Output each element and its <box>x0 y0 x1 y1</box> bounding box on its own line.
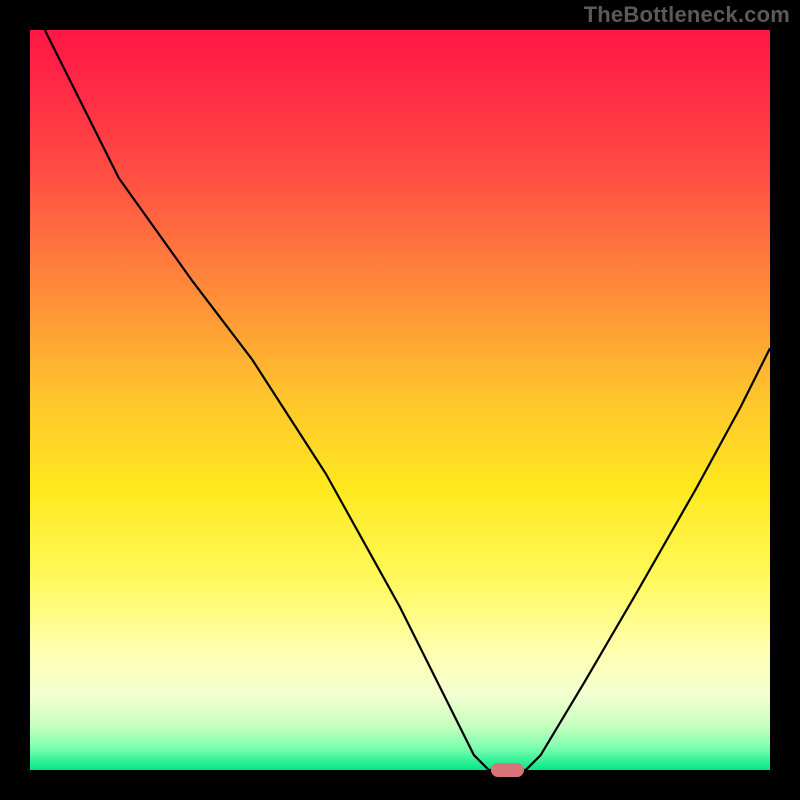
bottleneck-chart <box>30 30 770 770</box>
chart-background <box>30 30 770 770</box>
watermark-text: TheBottleneck.com <box>584 2 790 28</box>
optimum-pill <box>491 763 524 776</box>
chart-frame: TheBottleneck.com <box>0 0 800 800</box>
